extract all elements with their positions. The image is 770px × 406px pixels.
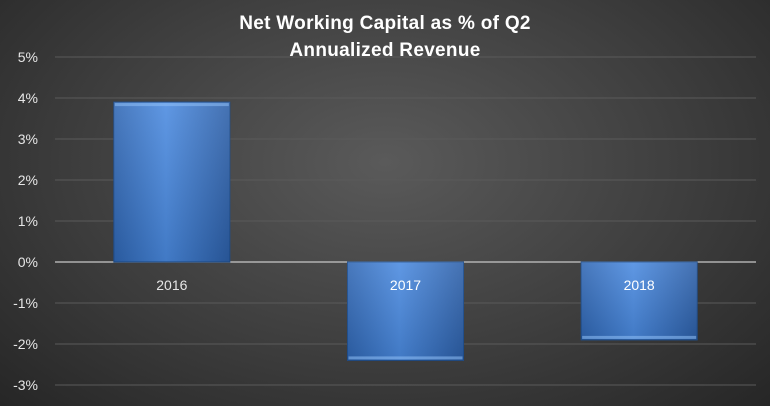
x-tick-label: 2018 — [624, 277, 655, 293]
bar-shade — [113, 102, 230, 262]
y-tick-label: 1% — [18, 213, 38, 229]
bar-2017 — [347, 261, 464, 361]
bar-shade — [347, 262, 464, 361]
chart-title: Net Working Capital as % of Q2 Annualize… — [0, 10, 770, 64]
y-tick-label: -2% — [13, 336, 38, 352]
chart-title-line-2: Annualized Revenue — [289, 40, 481, 61]
y-tick-label: 0% — [18, 254, 38, 270]
bar-shade — [581, 262, 698, 340]
y-tick-label: 3% — [18, 131, 38, 147]
bar-2018 — [580, 261, 698, 341]
y-tick-label: -3% — [13, 377, 38, 393]
x-tick-label: 2017 — [390, 277, 421, 293]
y-tick-label: 4% — [18, 90, 38, 106]
chart-title-line-1: Net Working Capital as % of Q2 — [239, 13, 531, 34]
bar-bevel — [114, 103, 229, 107]
y-tick-label: 2% — [18, 172, 38, 188]
bar-bevel — [348, 356, 463, 360]
y-tick-label: 5% — [18, 49, 38, 65]
bar-bevel — [582, 335, 697, 339]
y-tick-label: -1% — [13, 295, 38, 311]
x-tick-label: 2016 — [156, 277, 187, 293]
bar-2016 — [113, 101, 231, 263]
